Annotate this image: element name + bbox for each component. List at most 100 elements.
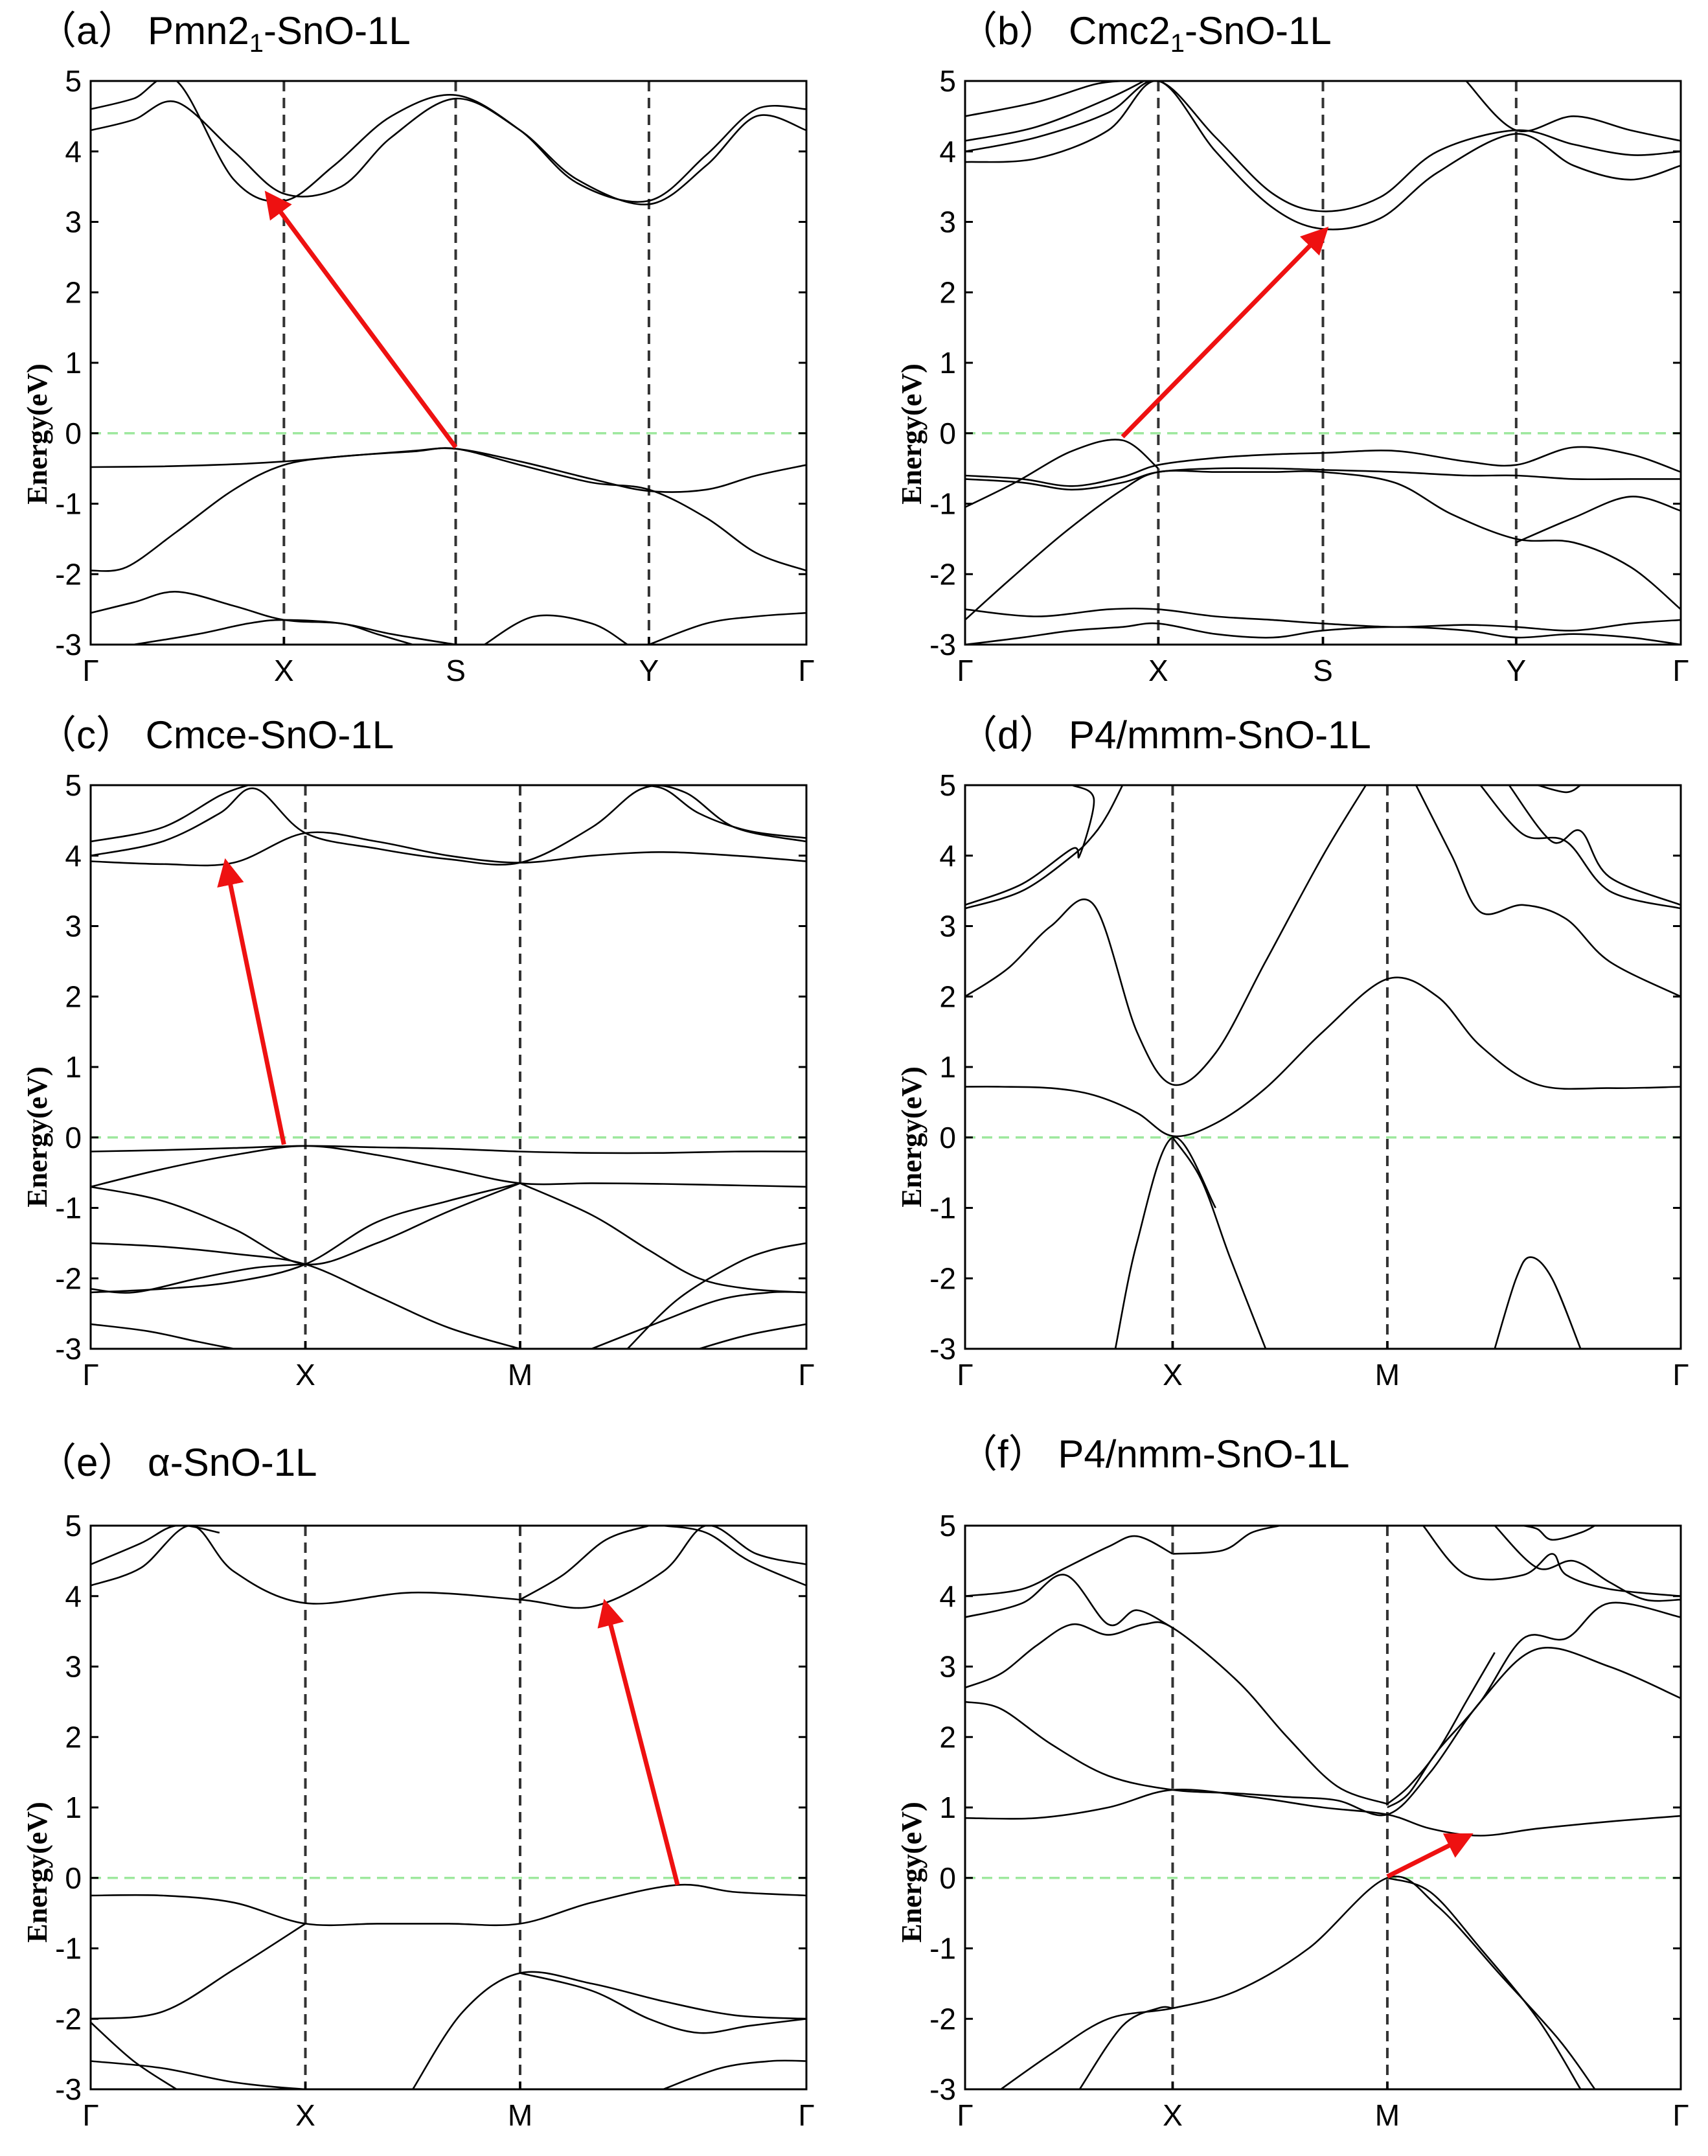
panel-e-band-5: [91, 1883, 806, 1927]
panel-e-band-1: [91, 1526, 806, 1609]
panel-b-band-8: [965, 467, 1681, 491]
panel-f-band-4: [965, 1621, 1388, 1805]
panel-e-band-11: [91, 2021, 177, 2089]
panel-c-ytick-label-1: 4: [65, 839, 82, 873]
panel-c-band-15: [698, 1323, 806, 1349]
panel-c-band-3: [91, 785, 249, 843]
panel-e-title: （e） α-SnO-1L: [38, 1441, 317, 1484]
panel-e-plot-inner: [91, 1526, 806, 2089]
panel-b-title-subscript: 1: [1170, 29, 1185, 58]
panel-f-ytick-label-1: 4: [939, 1579, 956, 1613]
panel-c-ytick-label-6: -1: [55, 1191, 82, 1225]
panel-c-plot-inner: [91, 785, 806, 1349]
panel-d-ytick-label-3: 2: [939, 980, 956, 1013]
panel-f-band-9: [1494, 1526, 1681, 1602]
panel-a-kpoint-label-4: Γ: [798, 654, 814, 687]
panel-b-ylabel: Energy(eV): [896, 363, 928, 505]
panel-a-kpoint-label-2: S: [446, 654, 466, 687]
panel-d-plot-inner: [965, 785, 1681, 1349]
panel-d-ytick-label-4: 1: [939, 1050, 956, 1084]
panel-f-ytick-label-5: 0: [939, 1861, 956, 1895]
panel-c-band-11: [519, 1182, 806, 1294]
panel-a: （a） Pmn21-SnO-1L Energy(eV): [21, 9, 411, 505]
panel-b-kpoint-label-1: X: [1148, 654, 1168, 687]
panel-c-band-4: [627, 785, 806, 839]
panel-f-ytick-label-7: -2: [929, 2002, 956, 2036]
panel-e-kpoint-label-3: Γ: [798, 2098, 814, 2132]
panel-d-band-2: [965, 785, 1367, 1086]
panel-f-band-7: [1172, 1526, 1281, 1555]
panel-c-ylabel: Energy(eV): [21, 1066, 53, 1208]
panel-b-ytick-label-6: -1: [929, 487, 956, 521]
panel-a-band-4: [91, 447, 806, 572]
panel-a-band-3: [91, 447, 806, 493]
panel-d-band-6: [965, 785, 1095, 906]
panel-a-ytick-label-6: -1: [55, 487, 82, 521]
panel-f-ylabel: Energy(eV): [896, 1802, 928, 1943]
panel-b-title-tail: -SnO-1L: [1185, 9, 1332, 52]
panel-f-ytick-label-0: 5: [939, 1509, 956, 1542]
panel-c-kpoint-label-0: Γ: [82, 1358, 98, 1392]
panel-a-ylabel: Energy(eV): [21, 363, 53, 505]
panel-e-ytick-label-1: 4: [65, 1579, 82, 1613]
panel-a-ytick-label-5: 0: [65, 417, 82, 450]
panel-a-ytick-label-1: 4: [65, 135, 82, 168]
panel-f-title: （f） P4/nmm-SnO-1L: [959, 1432, 1350, 1476]
panel-f-band-14: [1387, 1877, 1582, 2089]
panel-c-ytick-label-3: 2: [65, 980, 82, 1013]
panel-f-band-8: [1422, 1526, 1681, 1598]
panel-d-band-3: [1114, 1136, 1216, 1349]
panel-c-band-13: [591, 1290, 806, 1349]
panel-b-band-7: [965, 446, 1681, 487]
panel-e-band-9: [519, 1972, 806, 2034]
panel-a-band-1: [91, 97, 806, 205]
panel-d-ytick-label-0: 5: [939, 768, 956, 802]
panel-e-frame: [89, 1524, 808, 2091]
panel-d-ytick-label-7: -2: [929, 1261, 956, 1295]
panel-c-title: （c） Cmce-SnO-1L: [38, 713, 394, 757]
panel-d-ylabel: Energy(eV): [896, 1066, 928, 1208]
panel-e-ytick-label-2: 3: [65, 1650, 82, 1684]
panel-d-ytick-label-8: -3: [929, 1332, 956, 1366]
panel-e-ytick-label-6: -1: [55, 1932, 82, 1966]
panel-d-band-9: [1508, 785, 1681, 906]
panel-c-frame: [89, 784, 808, 1350]
panel-c-ytick-label-0: 5: [65, 768, 82, 802]
panel-b: （b） Cmc21-SnO-1L Energy(eV): [896, 9, 1332, 505]
panel-d-band-10: [1537, 785, 1581, 794]
panel-f-band-3: [1387, 1601, 1681, 1809]
panel-c-ytick-label-4: 1: [65, 1050, 82, 1084]
panel-f-ytick-label-4: 1: [939, 1791, 956, 1824]
panel-b-band-9: [965, 470, 1681, 621]
panel-e-band-10: [663, 2059, 806, 2089]
panel-a-gap-arrow: [264, 190, 458, 449]
panel-f-ytick-label-8: -3: [929, 2072, 956, 2106]
panel-e-ytick-label-8: -3: [55, 2072, 82, 2106]
panel-b-title: （b） Cmc21-SnO-1L: [959, 9, 1332, 58]
panel-e-ylabel: Energy(eV): [21, 1802, 53, 1943]
panel-e-band-3: [663, 1526, 806, 1587]
panel-f-kpoint-label-1: X: [1163, 2098, 1183, 2132]
panel-a-band-8: [648, 612, 806, 645]
panel-a-ytick-label-4: 1: [65, 346, 82, 380]
panel-b-band-4: [965, 81, 1123, 117]
panel-d: （d） P4/mmm-SnO-1L Energy(eV): [896, 713, 1371, 1208]
panel-e-band-6: [91, 1923, 306, 2020]
panel-f-band-13: [1078, 2006, 1173, 2089]
panel-b-ytick-label-3: 2: [939, 275, 956, 309]
panel-f-kpoint-label-0: Γ: [957, 2098, 973, 2132]
panel-c-band-14: [91, 1323, 234, 1349]
panel-e-ytick-label-3: 2: [65, 1720, 82, 1754]
panel-e-kpoint-label-2: M: [508, 2098, 532, 2132]
panel-d-band-11: [1494, 1256, 1582, 1349]
panel-e-band-8: [412, 1971, 806, 2089]
panel-c-ytick-label-2: 3: [65, 910, 82, 943]
panel-a-band-6: [133, 619, 413, 645]
panel-c-kpoint-label-1: X: [295, 1358, 315, 1392]
panel-c-band-2: [91, 785, 806, 866]
